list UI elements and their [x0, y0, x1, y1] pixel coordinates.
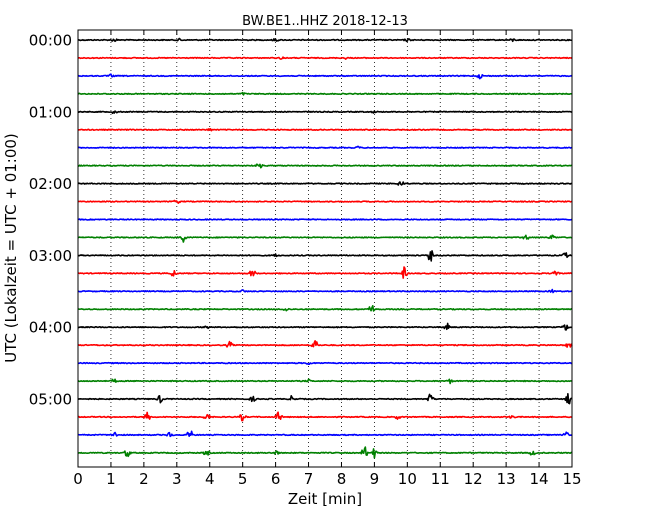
y-axis-label: UTC (Lokalzeit = UTC + 01:00)	[2, 133, 20, 363]
x-tick-label: 10	[398, 470, 417, 488]
y-tick-label: 04:00	[29, 319, 72, 337]
y-tick-label: 01:00	[29, 103, 72, 121]
vertical-grid	[110, 30, 540, 467]
x-tick-label: 15	[562, 470, 581, 488]
trace-0345	[77, 304, 573, 312]
trace-0300	[77, 250, 573, 262]
trace-0215	[77, 199, 573, 204]
x-tick-label: 0	[73, 470, 83, 488]
axis-ticks: 0 1 2 3 4 5 6 7 8 9 10 11 12 13 14 1500:0001:0002:0003:…	[29, 30, 582, 488]
trace-0315	[77, 266, 573, 279]
trace-0415	[77, 340, 573, 348]
x-tick-label: 8	[337, 470, 347, 488]
x-tick-label: 3	[172, 470, 182, 488]
trace-0200	[77, 181, 573, 186]
trace-0330	[77, 288, 573, 294]
x-tick-label: 5	[238, 470, 248, 488]
trace-0030	[77, 73, 573, 80]
y-tick-label: 02:00	[29, 175, 72, 193]
x-axis-label: Zeit [min]	[288, 490, 362, 508]
trace-0245	[77, 234, 573, 243]
x-tick-label: 12	[464, 470, 483, 488]
trace-0000	[77, 37, 573, 43]
x-tick-label: 4	[205, 470, 215, 488]
chart-title: BW.BE1..HHZ 2018-12-13	[242, 14, 408, 29]
x-tick-label: 9	[370, 470, 380, 488]
x-tick-label: 13	[497, 470, 516, 488]
x-tick-label: 1	[106, 470, 116, 488]
trace-0400	[77, 322, 573, 331]
x-tick-label: 14	[530, 470, 549, 488]
x-tick-label: 6	[271, 470, 281, 488]
trace-0515	[77, 411, 573, 422]
y-tick-label: 05:00	[29, 391, 72, 409]
trace-0145	[77, 163, 573, 169]
trace-0500	[77, 393, 573, 405]
trace-0130	[77, 145, 573, 149]
trace-0530	[77, 430, 573, 438]
y-tick-label: 00:00	[29, 32, 72, 50]
x-tick-label: 2	[139, 470, 149, 488]
trace-0445	[77, 378, 573, 385]
trace-0015	[77, 56, 573, 60]
trace-0230	[77, 218, 573, 221]
x-tick-label: 11	[431, 470, 450, 488]
x-tick-label: 7	[304, 470, 314, 488]
seismic-traces	[77, 37, 573, 459]
plot-frame	[77, 29, 573, 468]
y-tick-label: 03:00	[29, 247, 72, 265]
trace-0115	[77, 127, 573, 132]
trace-0430	[77, 361, 573, 366]
trace-0045	[77, 91, 573, 96]
trace-0100	[77, 110, 573, 115]
trace-0545	[77, 446, 573, 459]
